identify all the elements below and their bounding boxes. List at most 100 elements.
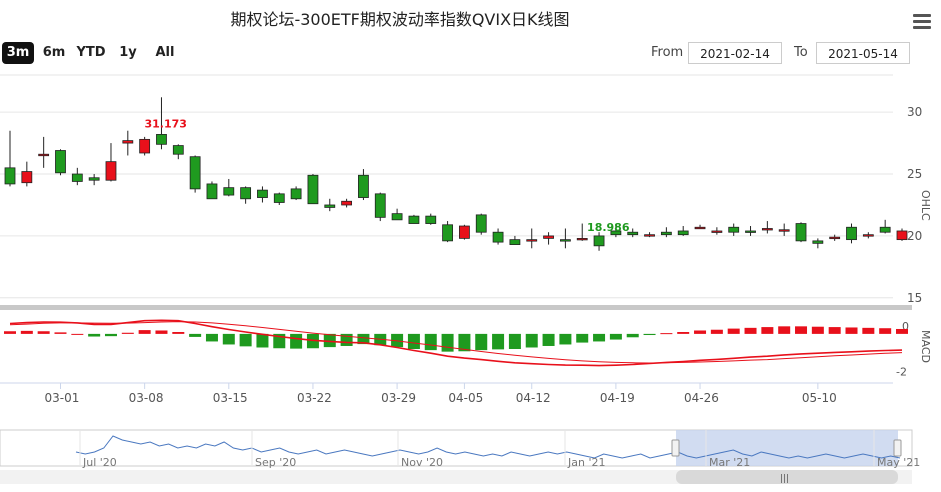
candle-body	[475, 214, 487, 233]
macd-hist-bar	[795, 326, 808, 334]
candle-body	[576, 237, 588, 241]
candle-body	[509, 239, 521, 245]
candle-body	[745, 230, 756, 233]
candle-body	[139, 138, 151, 154]
candle-body	[812, 240, 824, 244]
candle-body	[38, 153, 50, 157]
y-tick-label: 25	[907, 167, 922, 181]
candle-body	[846, 226, 857, 241]
candle-body	[526, 239, 538, 242]
macd-hist-bar	[37, 331, 50, 334]
macd-hist-bar	[761, 327, 774, 334]
range-button-ytd[interactable]: YTD	[76, 45, 106, 60]
macd-hist-bar	[643, 333, 656, 336]
candle-body	[391, 213, 403, 221]
navigator-x-tick: Nov '20	[401, 456, 443, 469]
range-button-6m[interactable]: 6m	[42, 45, 66, 60]
x-tick-label: 03-15	[213, 391, 248, 405]
range-button-1y[interactable]: 1y	[119, 45, 137, 60]
macd-hist-bar	[172, 332, 185, 334]
macd-hist-bar	[828, 327, 841, 334]
candle-body	[374, 193, 386, 218]
chart-title: 期权论坛-300ETF期权波动率指数QVIX日K线图	[230, 10, 570, 29]
from-label: From	[651, 45, 684, 60]
to-date-input[interactable]: 2021-05-14	[816, 42, 910, 64]
candle-body	[55, 150, 66, 174]
macd-hist-bar	[104, 333, 117, 337]
candle-body	[644, 234, 655, 237]
navigator-left-handle	[671, 439, 680, 457]
macd-hist-bar	[492, 333, 505, 350]
y-tick-label: 30	[907, 105, 922, 119]
x-tick-label: 04-26	[684, 391, 719, 405]
candle-body	[358, 174, 369, 198]
candle-body	[88, 177, 100, 181]
candle-body	[122, 140, 134, 144]
macd-hist-bar	[54, 332, 67, 334]
navigator-x-tick: Jan '21	[567, 456, 605, 469]
macd-hist-bar	[559, 333, 572, 345]
macd-axis-title: MACD	[919, 330, 932, 363]
candle-body	[189, 156, 201, 190]
macd-hist-bar	[694, 330, 707, 334]
macd-hist-bar	[896, 328, 908, 334]
macd-hist-bar	[205, 333, 218, 342]
range-button-3m[interactable]: 3m	[2, 42, 34, 64]
macd-hist-bar	[71, 333, 84, 335]
macd-hist-bar	[424, 333, 437, 351]
candle-body	[341, 200, 353, 206]
candle-body	[408, 215, 420, 224]
candle-body	[172, 145, 184, 155]
macd-hist-bar	[458, 333, 471, 352]
macd-dea-line	[9, 321, 903, 364]
x-tick-label: 04-12	[516, 391, 551, 405]
scrollbar-grip-icon: |||	[780, 474, 789, 484]
y-tick-label: 15	[907, 291, 922, 305]
macd-hist-bar	[710, 329, 723, 334]
x-tick-label: 04-05	[448, 391, 483, 405]
macd-hist-bar	[525, 333, 538, 348]
navigator-series-line	[75, 435, 901, 459]
candle-body	[761, 228, 773, 231]
candle-body	[896, 230, 908, 241]
macd-hist-bar	[475, 333, 488, 351]
navigator-x-tick: Mar '21	[709, 456, 750, 469]
candle-body	[21, 171, 33, 184]
hamburger-menu-icon[interactable]	[913, 14, 931, 32]
candle-body	[694, 226, 706, 230]
macd-hist-bar	[441, 333, 454, 352]
candle-body	[879, 226, 891, 233]
range-button-all[interactable]: All	[155, 45, 175, 60]
macd-hist-bar	[290, 333, 303, 349]
macd-hist-bar	[189, 333, 202, 337]
macd-hist-bar	[508, 333, 521, 349]
candle-body	[728, 226, 740, 233]
candle-body	[492, 231, 504, 243]
macd-hist-bar	[778, 326, 791, 334]
candle-body	[610, 230, 622, 236]
candle-body	[223, 187, 235, 196]
candle-body	[677, 230, 689, 236]
macd-hist-bar	[323, 333, 336, 348]
candle-body	[324, 204, 336, 208]
macd-hist-bar	[357, 333, 370, 345]
macd-hist-bar	[155, 330, 168, 334]
candle-body	[593, 235, 605, 247]
candle-body	[559, 239, 571, 242]
candle-body	[862, 234, 874, 237]
macd-hist-bar	[222, 333, 235, 345]
macd-hist-bar	[811, 326, 824, 334]
from-date-input[interactable]: 2021-02-14	[688, 42, 782, 64]
candle-body	[459, 225, 470, 239]
macd-hist-bar	[576, 333, 589, 343]
x-tick-label: 03-08	[129, 391, 164, 405]
macd-hist-bar	[256, 333, 269, 348]
x-tick-label: 03-01	[44, 391, 79, 405]
y-axis-title: OHLC	[919, 190, 932, 221]
candle-body	[660, 231, 672, 236]
candle-body	[105, 161, 117, 181]
macd-hist-bar	[609, 333, 622, 340]
y-tick-label: 20	[907, 229, 922, 243]
